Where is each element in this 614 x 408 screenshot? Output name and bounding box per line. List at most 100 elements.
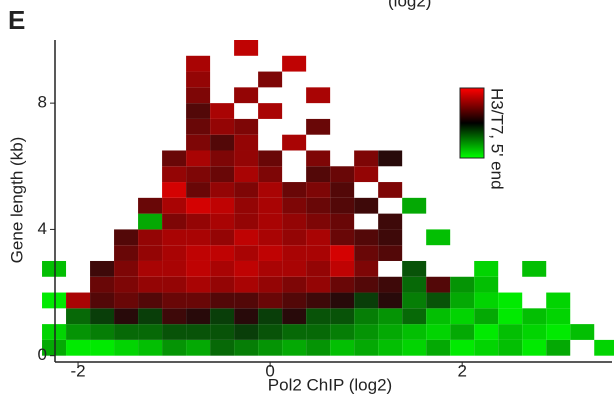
cell (330, 324, 355, 340)
cell (402, 292, 427, 309)
cell (426, 308, 451, 325)
cell (90, 292, 115, 309)
cell (138, 197, 163, 214)
cell (234, 197, 259, 214)
cell (330, 276, 355, 293)
cell (186, 55, 211, 72)
cell (162, 339, 187, 356)
cell (378, 339, 403, 356)
cell (234, 118, 259, 135)
cell (258, 260, 283, 277)
cell (426, 324, 451, 340)
cell (330, 166, 355, 183)
cell (114, 324, 139, 340)
cell (186, 118, 211, 135)
cell (234, 87, 259, 104)
cell (306, 197, 331, 214)
cell (354, 245, 379, 261)
cell (114, 339, 139, 356)
cell (306, 308, 331, 325)
colorbar (459, 87, 485, 159)
cell (258, 182, 283, 198)
cell (426, 229, 451, 246)
cell (186, 276, 211, 293)
cell (234, 40, 259, 56)
cell (354, 166, 379, 183)
cell (498, 292, 523, 309)
cell (282, 292, 307, 309)
cell (66, 308, 91, 325)
cell (90, 308, 115, 325)
cell (426, 339, 451, 356)
cell (210, 229, 235, 246)
cell (474, 308, 499, 325)
cells (42, 40, 614, 356)
cell (210, 118, 235, 135)
cell (378, 245, 403, 261)
cell (306, 213, 331, 230)
cell (474, 339, 499, 356)
cell (306, 276, 331, 293)
panel-label: E (8, 5, 25, 35)
cell (114, 276, 139, 293)
cell (138, 245, 163, 261)
cell (546, 324, 571, 340)
cell (378, 324, 403, 340)
cell (306, 339, 331, 356)
cell (210, 308, 235, 325)
cell (138, 324, 163, 340)
cell (354, 276, 379, 293)
cell (330, 339, 355, 356)
cell (186, 87, 211, 104)
cell (186, 245, 211, 261)
cell (234, 324, 259, 340)
cell (258, 276, 283, 293)
cell (186, 213, 211, 230)
cell (210, 324, 235, 340)
cell (426, 292, 451, 309)
cell (282, 245, 307, 261)
cell (258, 245, 283, 261)
cell (210, 166, 235, 183)
x-axis-label: Pol2 ChIP (log2) (268, 375, 392, 394)
cell (330, 260, 355, 277)
cell (138, 308, 163, 325)
cell (546, 308, 571, 325)
cell (546, 292, 571, 309)
cell (378, 213, 403, 230)
cell (138, 292, 163, 309)
cell (258, 103, 283, 119)
cell (306, 245, 331, 261)
cell (570, 324, 595, 340)
cell (258, 308, 283, 325)
cell (66, 339, 91, 356)
cell (162, 213, 187, 230)
cell (138, 229, 163, 246)
cell (306, 260, 331, 277)
cell (258, 166, 283, 183)
cell (306, 182, 331, 198)
cell (402, 260, 427, 277)
cell (162, 245, 187, 261)
cell (234, 166, 259, 183)
cell (162, 182, 187, 198)
cell (90, 339, 115, 356)
cell (306, 118, 331, 135)
cell (162, 166, 187, 183)
cell (186, 71, 211, 88)
cell (210, 182, 235, 198)
cell (186, 292, 211, 309)
cell (282, 276, 307, 293)
x-tick-label: 0 (265, 361, 274, 380)
cell (258, 71, 283, 88)
cell (186, 182, 211, 198)
cell (426, 276, 451, 293)
cell (378, 308, 403, 325)
cell (234, 150, 259, 167)
cell (282, 308, 307, 325)
cell (282, 324, 307, 340)
cell (282, 134, 307, 151)
cell (162, 276, 187, 293)
cell (234, 182, 259, 198)
